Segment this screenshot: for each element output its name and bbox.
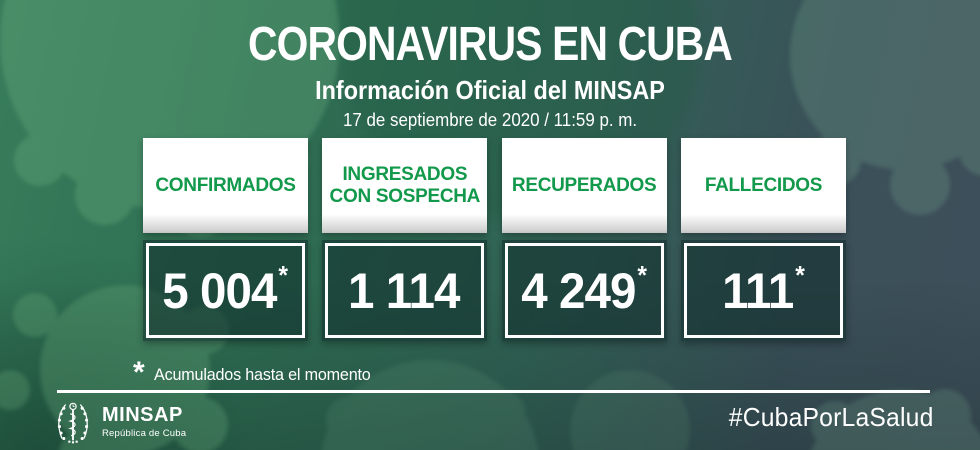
stat-value: 1 114 (348, 266, 461, 316)
header: CORONAVIRUS EN CUBA Información Oficial … (0, 20, 980, 131)
stat-value-panel: 1 114 (322, 240, 488, 341)
stat-value-panel-inner: 5 004* (146, 243, 305, 338)
stat-number: 111 (722, 262, 794, 319)
stat-asterisk: * (278, 259, 289, 290)
virus-blob-bottom-mid (570, 370, 690, 450)
stat-value: 4 249* (521, 262, 647, 319)
stat-value: 111* (722, 262, 805, 319)
stat-value-panel-inner: 111* (683, 243, 843, 338)
minsap-subtitle: República de Cuba (102, 428, 187, 439)
page-title: CORONAVIRUS EN CUBA (247, 18, 733, 71)
stat-value-panel: 111* (680, 240, 846, 341)
stat-value-panel-inner: 1 114 (325, 243, 485, 338)
stat-cards-row: CONFIRMADOS 5 004* INGRESADOS CON SOSPEC… (143, 138, 846, 341)
footnote-asterisk: * (133, 356, 145, 389)
minsap-emblem-icon (57, 402, 89, 444)
report-date: 17 de septiembre de 2020 / 11:59 p. m. (342, 109, 638, 130)
stat-value: 5 004* (162, 262, 289, 319)
stat-label: FALLECIDOS (680, 138, 846, 233)
stat-number: 1 114 (348, 262, 460, 319)
stat-card-confirmados: CONFIRMADOS 5 004* (143, 138, 308, 341)
stat-number: 4 249 (521, 262, 636, 319)
stat-value-panel: 4 249* (501, 240, 667, 341)
stat-card-fallecidos: FALLECIDOS 111* (680, 138, 846, 341)
hashtag: #CubaPorLaSalud (728, 402, 933, 432)
stat-label: RECUPERADOS (501, 138, 667, 233)
footnote: * Acumulados hasta el momento (133, 358, 382, 388)
stat-value-panel-inner: 4 249* (504, 243, 664, 338)
stat-number: 5 004 (162, 262, 278, 319)
page-subtitle: Información Oficial del MINSAP (315, 74, 665, 105)
stat-value-panel: 5 004* (143, 240, 308, 341)
stat-card-ingresados-con-sospecha: INGRESADOS CON SOSPECHA 1 114 (322, 138, 488, 341)
minsap-name: MINSAP (102, 404, 183, 426)
stat-asterisk: * (795, 259, 805, 290)
stat-label: INGRESADOS CON SOSPECHA (322, 138, 488, 233)
footnote-text: Acumulados hasta el momento (153, 365, 371, 384)
stat-asterisk: * (637, 259, 647, 290)
stat-card-recuperados: RECUPERADOS 4 249* (501, 138, 667, 341)
minsap-wordmark: MINSAP República de Cuba (102, 405, 186, 439)
footer-divider (57, 390, 930, 393)
stat-label: CONFIRMADOS (143, 138, 308, 233)
minsap-logo: MINSAP República de Cuba (52, 400, 186, 444)
